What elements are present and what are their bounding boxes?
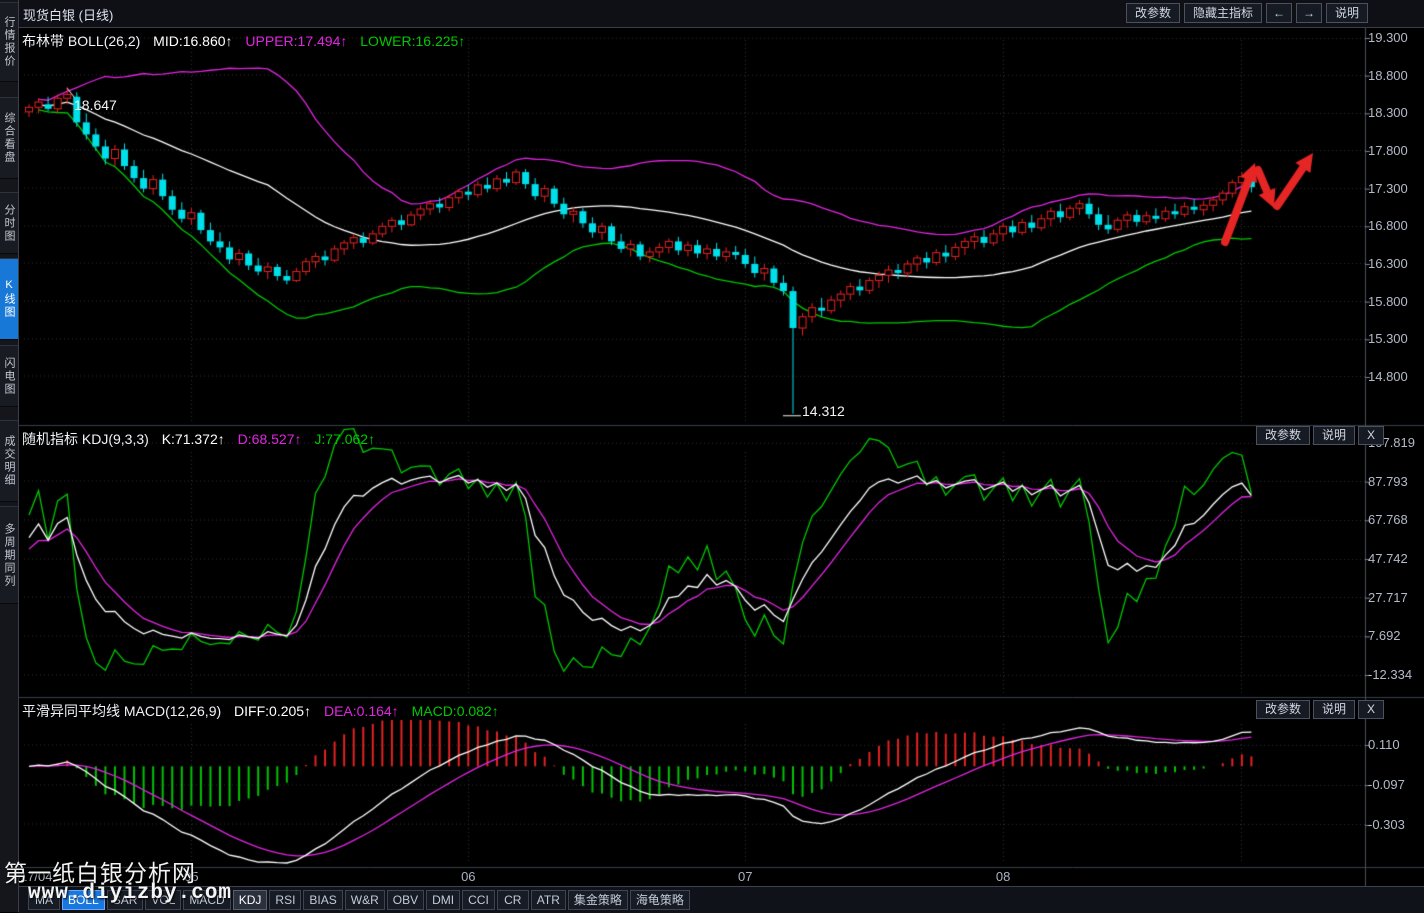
main-y-tick: 15.300 — [1368, 331, 1408, 347]
macd-y-tick: -0.303 — [1368, 816, 1405, 832]
tab-jijin-celue[interactable]: 集金策略 — [567, 890, 628, 910]
next-arrow-button[interactable]: → — [1295, 3, 1322, 23]
tab-dmi[interactable]: DMI — [426, 890, 461, 910]
kdj-d-value: D:68.527↑ — [237, 431, 302, 447]
tab-atr[interactable]: ATR — [530, 890, 566, 910]
tab-boll[interactable]: BOLL — [62, 890, 105, 910]
macd-y-tick: 0.110 — [1368, 737, 1400, 752]
tab-rsi[interactable]: RSI — [269, 890, 302, 910]
main-y-tick: 15.800 — [1368, 293, 1408, 309]
kdj-y-tick: 7.692 — [1368, 628, 1401, 644]
x-axis-month-label: 05 — [184, 869, 199, 884]
main-y-tick: 14.800 — [1368, 368, 1408, 384]
kdj-help-button[interactable]: 说明 — [1313, 426, 1356, 445]
kdj-change-params-button[interactable]: 改参数 — [1256, 426, 1311, 445]
kdj-panel-buttons: 改参数 说明 X — [1253, 426, 1385, 445]
tab-ma[interactable]: MA — [28, 890, 60, 910]
hide-main-indicator-button[interactable]: 隐藏主指标 — [1183, 3, 1262, 23]
kdj-label: 随机指标 KDJ(9,3,3) — [22, 431, 149, 447]
sidebar-item-quotes[interactable]: 行情报价 — [0, 2, 18, 82]
macd-diff-value: DIFF:0.205↑ — [234, 703, 312, 719]
boll-label: 布林带 BOLL(26,2) — [22, 33, 141, 49]
tab-cci[interactable]: CCI — [462, 890, 495, 910]
kdj-y-tick: 87.793 — [1368, 473, 1408, 489]
kdj-j-value: J:77.062↑ — [314, 431, 376, 447]
indicator-tab-bar: MA BOLL SAR VOL MACD KDJ RSI BIAS W&R OBV DMI CCI CR… — [18, 886, 1424, 913]
sidebar-item-kline-chart[interactable]: K线图 — [0, 258, 18, 340]
macd-label: 平滑异同平均线 MACD(12,26,9) — [22, 703, 222, 719]
watermark-site-url: www.diyizby.com — [28, 882, 233, 905]
tab-wr[interactable]: W&R — [344, 890, 385, 910]
tab-bias[interactable]: BIAS — [303, 890, 343, 910]
macd-indicator-header: 平滑异同平均线 MACD(12,26,9) DIFF:0.205↑ DEA:0.… — [22, 701, 499, 721]
sidebar: 行情报价综合看盘分时图 K线图闪电图成交明细多周期同列 — [0, 0, 19, 912]
tab-haigui-celue[interactable]: 海龟策略 — [629, 890, 690, 910]
sidebar-item-multi-period[interactable]: 多周期同列 — [0, 506, 18, 604]
page-title: 现货白银 (日线) — [23, 8, 114, 23]
help-button[interactable]: 说明 — [1325, 3, 1368, 23]
macd-help-button[interactable]: 说明 — [1313, 700, 1356, 719]
titlebar-buttons: 改参数 隐藏主指标 ← → 说明 — [1122, 3, 1368, 23]
kdj-y-tick: 47.742 — [1368, 551, 1408, 566]
main-y-tick: 17.300 — [1368, 180, 1408, 196]
low-price-annotation: 14.312 — [802, 403, 845, 419]
tab-macd[interactable]: MACD — [183, 890, 231, 910]
boll-upper-value: UPPER:17.494↑ — [245, 33, 348, 49]
x-axis-month-label: 06 — [461, 869, 476, 884]
kdj-close-button[interactable]: X — [1358, 426, 1385, 445]
macd-panel-buttons: 改参数 说明 X — [1253, 700, 1385, 719]
tab-vol[interactable]: VOL — [145, 890, 182, 910]
boll-indicator-header: 布林带 BOLL(26,2) MID:16.860↑ UPPER:17.494↑… — [22, 31, 465, 51]
sidebar-item-trade-detail[interactable]: 成交明细 — [0, 420, 18, 502]
sidebar-item-flash-chart[interactable]: 闪电图 — [0, 345, 18, 407]
kdj-y-tick: -12.334 — [1368, 667, 1413, 682]
main-y-tick: 16.800 — [1368, 218, 1408, 234]
main-y-tick: 16.300 — [1368, 255, 1408, 271]
sidebar-item-time-chart[interactable]: 分时图 — [0, 192, 18, 254]
prev-arrow-button[interactable]: ← — [1265, 3, 1292, 23]
macd-change-params-button[interactable]: 改参数 — [1256, 700, 1311, 719]
watermark-site-name: 第一纸白银分析网 — [4, 860, 196, 886]
macd-close-button[interactable]: X — [1358, 700, 1385, 719]
boll-lower-value: LOWER:16.225↑ — [360, 33, 466, 49]
title-bar: 现货白银 (日线) 改参数 隐藏主指标 ← → 说明 — [18, 0, 1424, 28]
macd-dea-value: DEA:0.164↑ — [323, 703, 399, 719]
macd-y-tick: -0.097 — [1368, 777, 1405, 793]
tab-obv[interactable]: OBV — [386, 890, 425, 910]
main-y-tick: 17.800 — [1368, 142, 1408, 158]
tab-sar[interactable]: SAR — [106, 890, 144, 910]
main-y-tick: 19.300 — [1368, 30, 1408, 45]
kdj-indicator-header: 随机指标 KDJ(9,3,3) K:71.372↑ D:68.527↑ J:77… — [22, 429, 375, 449]
high-price-annotation: 18.647 — [74, 97, 117, 113]
tab-kdj[interactable]: KDJ — [232, 890, 268, 910]
macd-macd-value: MACD:0.082↑ — [411, 703, 499, 719]
kdj-k-value: K:71.372↑ — [161, 431, 225, 447]
x-axis-month-label: 08 — [995, 869, 1011, 884]
boll-mid-value: MID:16.860↑ — [153, 33, 233, 49]
chart-canvas[interactable] — [18, 28, 1424, 886]
tab-cr[interactable]: CR — [496, 890, 529, 910]
change-params-button[interactable]: 改参数 — [1125, 3, 1180, 23]
main-y-tick: 18.800 — [1368, 67, 1408, 83]
kdj-y-tick: 27.717 — [1368, 589, 1408, 605]
main-y-tick: 18.300 — [1368, 105, 1408, 121]
kdj-y-tick: 67.768 — [1368, 512, 1408, 528]
x-axis-month-label: 07 — [738, 869, 753, 884]
sidebar-item-overview[interactable]: 综合看盘 — [0, 97, 18, 179]
